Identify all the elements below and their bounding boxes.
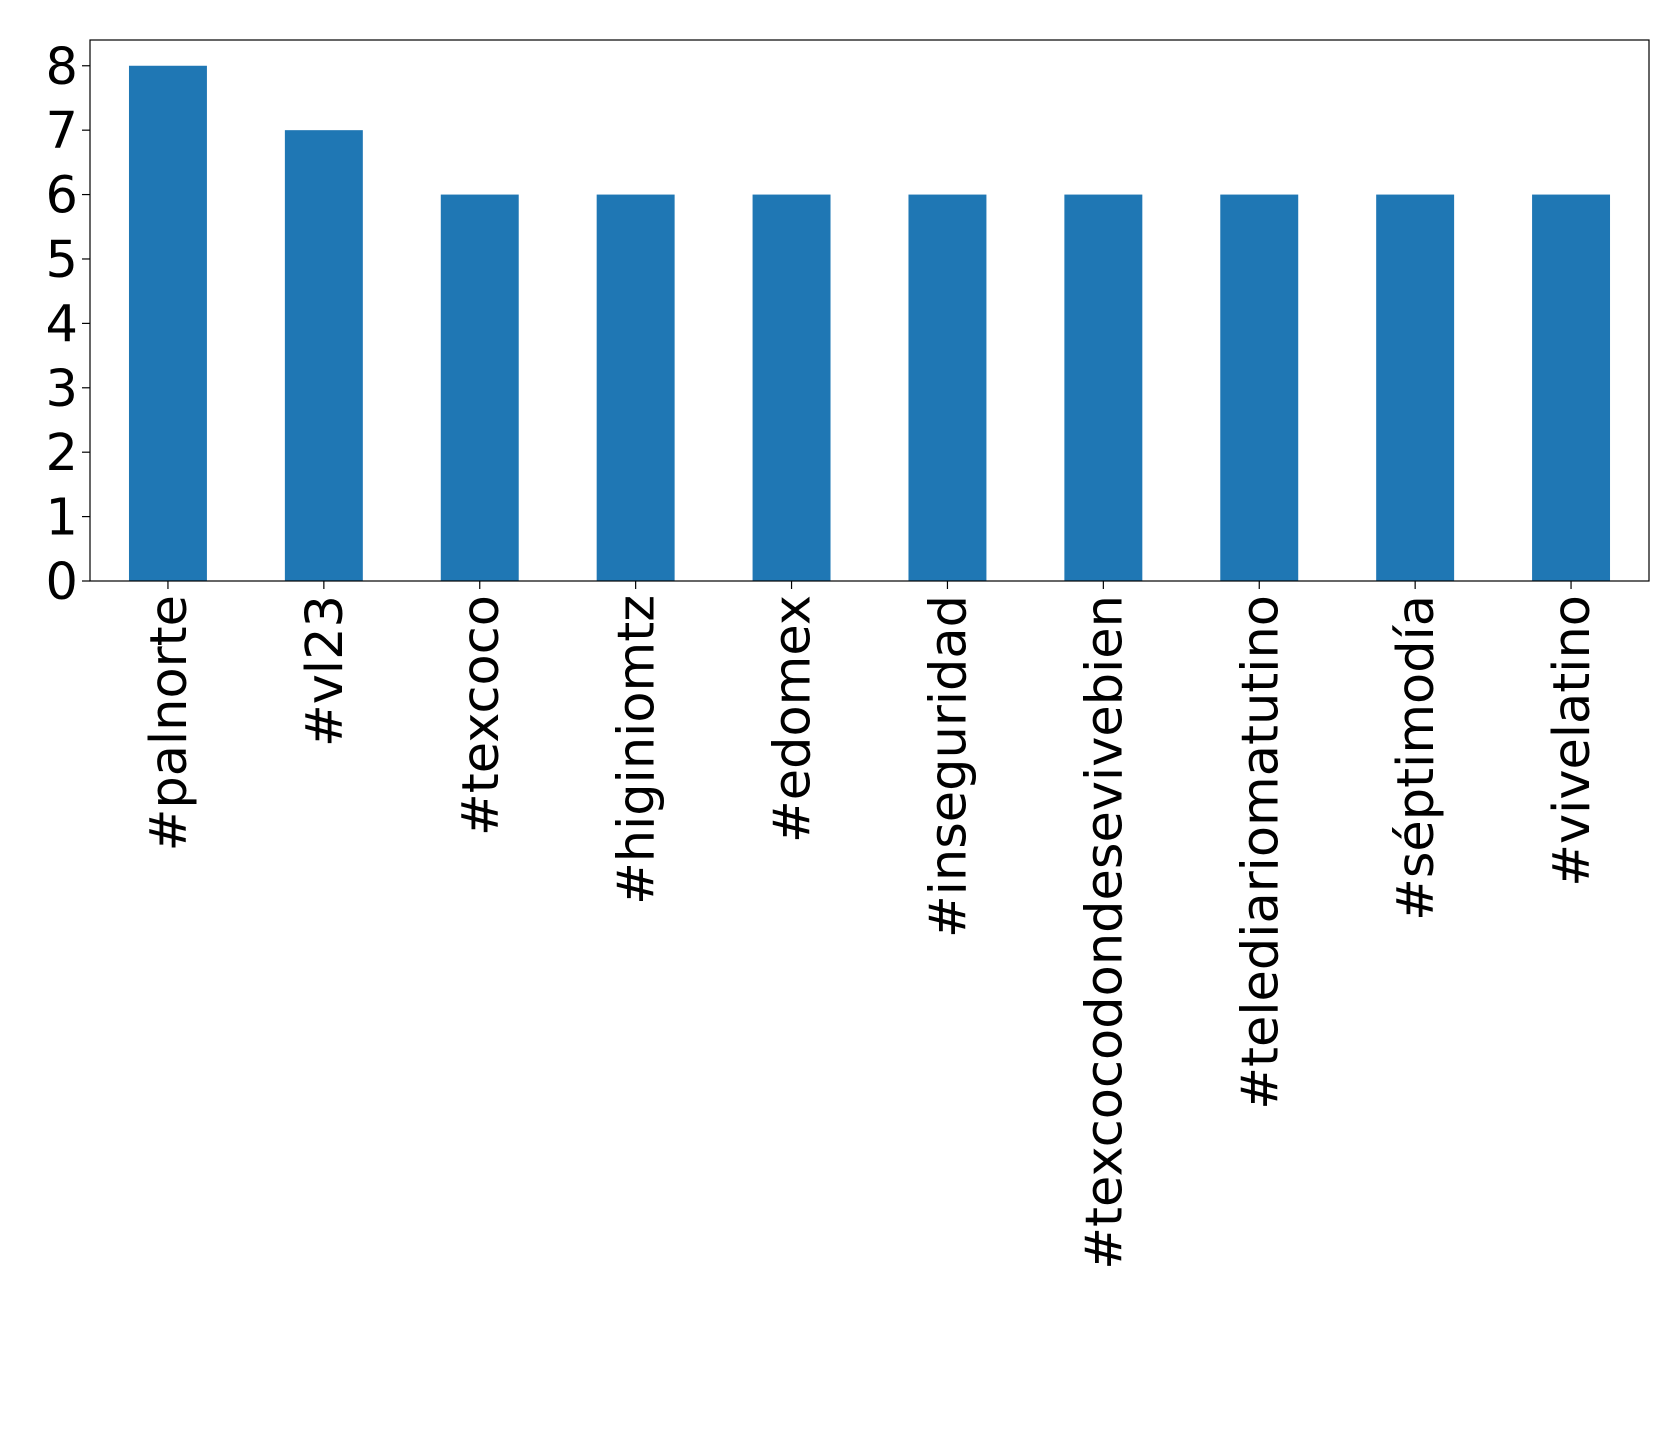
x-tick-label: #vl23: [296, 595, 355, 747]
y-tick-label: 4: [46, 295, 78, 354]
bar: [1220, 194, 1299, 582]
bar: [284, 130, 363, 581]
bar: [752, 194, 831, 582]
x-tick-label: #inseguridad: [919, 595, 978, 938]
x-tick-label: #telediariomatutino: [1231, 595, 1290, 1110]
x-tick-label: #séptimodía: [1387, 595, 1446, 921]
bar: [1532, 194, 1611, 582]
y-tick-label: 0: [46, 553, 78, 612]
axes-frame: [89, 39, 1650, 582]
y-tick-label: 8: [46, 38, 78, 97]
x-tick-label: #edomex: [764, 595, 823, 843]
x-tick-label: #vivelatino: [1543, 595, 1602, 887]
x-tick-label: #texcocodondesevivebien: [1075, 595, 1134, 1270]
bar: [596, 194, 675, 582]
x-tick-label: #texcoco: [452, 595, 511, 836]
bar: [440, 194, 519, 582]
x-tick-label: #palnorte: [140, 595, 199, 851]
y-tick-label: 2: [46, 424, 78, 483]
y-tick-label: 6: [46, 167, 78, 226]
bar: [1376, 194, 1455, 582]
bar: [128, 65, 207, 581]
x-tick-label: #higiniomtz: [608, 595, 667, 905]
y-tick-label: 7: [46, 102, 78, 161]
y-tick-label: 3: [46, 360, 78, 419]
bar: [1064, 194, 1143, 582]
bar: [908, 194, 987, 582]
y-tick-label: 5: [46, 231, 78, 290]
y-tick-label: 1: [46, 489, 78, 548]
